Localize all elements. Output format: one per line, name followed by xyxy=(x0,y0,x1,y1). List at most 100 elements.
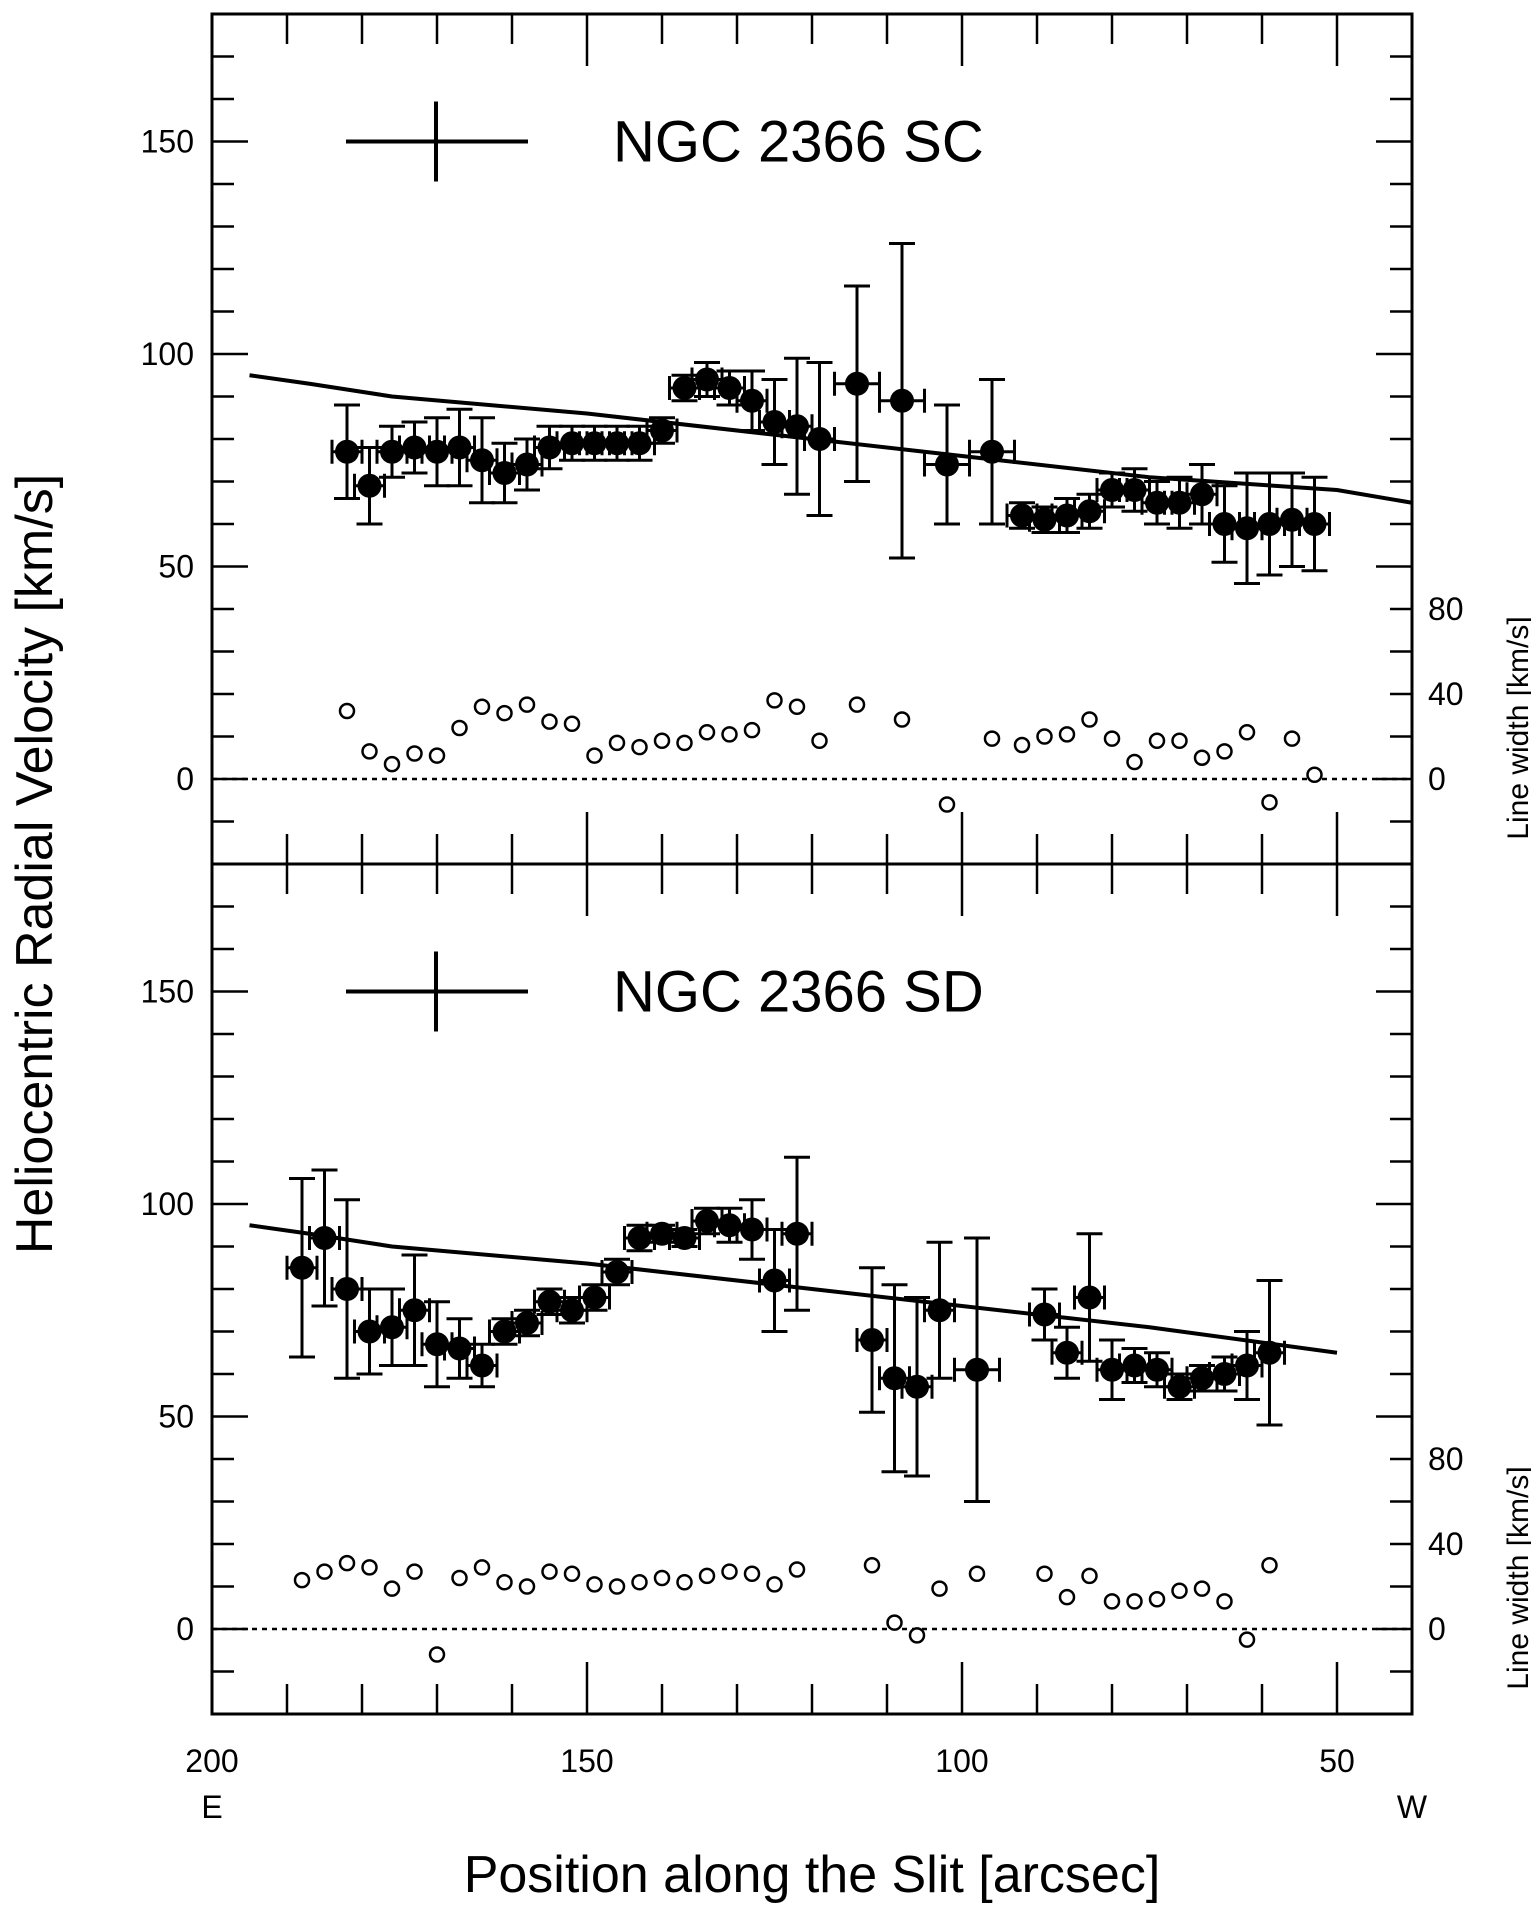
velocity-marker xyxy=(905,1374,929,1399)
velocity-point xyxy=(1050,1325,1084,1380)
velocity-point xyxy=(375,1287,409,1367)
line-width-marker xyxy=(608,1578,626,1595)
line-width-marker xyxy=(1013,736,1031,754)
line-width-marker xyxy=(1058,1588,1076,1606)
line-width-marker xyxy=(451,719,468,737)
line-width-marker xyxy=(496,1574,513,1591)
line-width-marker xyxy=(586,747,603,764)
line-width-marker xyxy=(586,1576,603,1593)
line-width-marker xyxy=(473,1559,491,1576)
y2-axis-title: Line width [km/s] xyxy=(1502,1466,1531,1689)
velocity-point xyxy=(510,437,544,492)
y2-tick-label: 0 xyxy=(1428,761,1446,797)
x-end-label-east: E xyxy=(201,1789,222,1825)
velocity-marker xyxy=(650,418,674,443)
velocity-point xyxy=(923,1240,956,1380)
velocity-point xyxy=(443,1317,476,1380)
line-width-marker xyxy=(811,732,828,749)
velocity-point xyxy=(1298,475,1331,573)
velocity-point xyxy=(1163,475,1196,530)
velocity-point xyxy=(443,407,476,488)
velocity-point xyxy=(465,416,499,505)
velocity-point xyxy=(1208,484,1241,564)
y2-tick-label: 0 xyxy=(1428,1611,1446,1647)
velocity-marker xyxy=(1032,1302,1057,1327)
velocity-point xyxy=(623,1223,656,1253)
velocity-marker xyxy=(980,439,1004,464)
velocity-point xyxy=(465,1342,499,1389)
x-tick-label: 150 xyxy=(560,1743,613,1779)
velocity-marker xyxy=(582,1285,607,1310)
velocity-point xyxy=(398,420,431,475)
line-width-marker xyxy=(361,1559,378,1576)
line-width-marker xyxy=(361,743,378,760)
line-width-marker xyxy=(1216,1593,1233,1610)
line-width-marker xyxy=(743,1565,761,1582)
line-width-marker xyxy=(1126,1593,1143,1610)
velocity-point xyxy=(735,1198,769,1261)
line-width-marker xyxy=(848,696,866,713)
legend-label: NGC 2366 SD xyxy=(613,960,984,1025)
panel-ngc2366-sc: 0 50 100 150 0 40 80 Line width [km/s] NGC 2366 … xyxy=(141,12,1531,866)
line-width-marker xyxy=(541,1563,558,1580)
line-width-marker xyxy=(428,747,446,764)
velocity-point xyxy=(900,1296,934,1478)
line-width-marker xyxy=(496,704,513,722)
line-width-marker xyxy=(563,1565,581,1582)
velocity-marker xyxy=(335,1277,359,1301)
velocity-marker xyxy=(890,388,914,413)
line-width-marker xyxy=(518,696,536,713)
velocity-marker xyxy=(312,1226,337,1250)
velocity-marker xyxy=(1077,1285,1102,1310)
line-width-marker xyxy=(451,1569,468,1587)
line-width-marker xyxy=(1081,711,1098,728)
line-width-marker xyxy=(1081,1567,1098,1585)
velocity-marker xyxy=(1077,499,1102,524)
velocity-point xyxy=(953,1236,1001,1503)
velocity-point xyxy=(375,424,409,479)
legend-label: NGC 2366 SC xyxy=(613,110,984,175)
line-width-marker xyxy=(631,738,648,756)
line-width-marker xyxy=(1036,1565,1053,1582)
line-width-marker xyxy=(1261,794,1278,811)
line-width-marker xyxy=(1171,1582,1188,1599)
velocity-point xyxy=(645,416,679,445)
velocity-point xyxy=(968,378,1016,526)
velocity-marker xyxy=(402,1298,427,1323)
velocity-marker xyxy=(845,371,869,396)
velocity-point xyxy=(668,1226,701,1250)
velocity-point xyxy=(1230,471,1264,585)
velocity-point xyxy=(420,416,454,488)
velocity-point xyxy=(1208,1355,1241,1393)
line-width-marker xyxy=(1238,724,1256,741)
line-width-marker xyxy=(893,711,911,728)
line-width-marker xyxy=(931,1580,948,1597)
line-width-marker xyxy=(1126,753,1143,771)
velocity-point xyxy=(330,403,364,500)
y-tick-label: 50 xyxy=(158,549,194,585)
line-width-marker xyxy=(473,698,491,715)
line-width-marker xyxy=(743,721,761,739)
velocity-marker xyxy=(785,1221,809,1246)
y-axis-title: Heliocentric Radial Velocity [km/s] xyxy=(6,474,64,1254)
line-width-marker xyxy=(698,1567,716,1585)
line-width-marker xyxy=(676,1574,693,1591)
line-width-marker xyxy=(608,734,626,752)
velocity-point xyxy=(645,1221,679,1246)
y2-axis-title: Line width [km/s] xyxy=(1502,616,1531,839)
line-width-marker xyxy=(383,1580,401,1597)
velocity-marker xyxy=(762,1268,787,1293)
line-width-marker xyxy=(676,734,693,752)
y-tick-label: 0 xyxy=(176,1611,194,1647)
velocity-point xyxy=(533,424,566,471)
velocity-marker xyxy=(1257,1340,1282,1365)
velocity-point xyxy=(923,403,971,526)
velocity-point xyxy=(308,1168,341,1308)
velocity-point xyxy=(1253,471,1286,577)
line-width-marker xyxy=(766,692,783,709)
velocity-point xyxy=(285,1177,319,1359)
line-width-marker xyxy=(938,796,956,813)
velocity-marker xyxy=(470,1353,494,1378)
x-tick-label: 200 xyxy=(185,1743,238,1779)
